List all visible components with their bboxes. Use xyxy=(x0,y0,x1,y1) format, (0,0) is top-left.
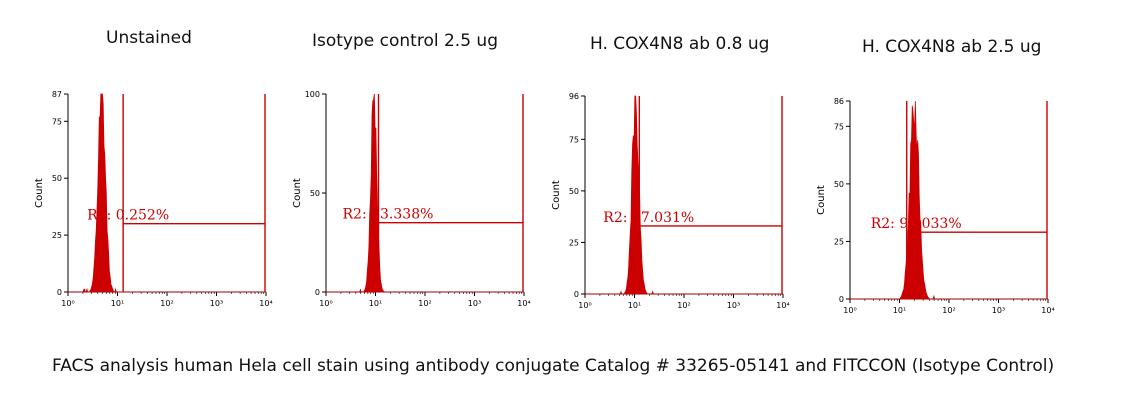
chart-title: H. COX4N8 ab 0.8 ug xyxy=(590,34,770,54)
y-tick-label: 50 xyxy=(834,180,844,189)
histogram-series xyxy=(68,93,266,293)
y-tick-label: 75 xyxy=(52,117,62,126)
x-tick-label: 10⁴ xyxy=(517,299,530,308)
x-tick-label: 10³ xyxy=(210,299,223,308)
y-tick-label: 25 xyxy=(834,237,844,246)
gate-label: R2: 0.252% xyxy=(87,208,169,224)
x-tick-label: 10³ xyxy=(727,301,740,310)
y-tick-label: 0 xyxy=(315,288,320,297)
y-tick-label: 50 xyxy=(52,174,62,183)
x-tick-label: 10² xyxy=(942,306,955,315)
y-tick-label: 50 xyxy=(569,187,579,196)
x-tick-label: 10⁴ xyxy=(776,301,789,310)
x-tick-label: 10⁴ xyxy=(1041,306,1054,315)
x-tick-label: 10³ xyxy=(468,299,481,308)
figure-caption: FACS analysis human Hela cell stain usin… xyxy=(52,356,1055,376)
histogram-chart-unstained: 0 25 50 75 87 Count 10⁰ 10¹ 10² 10³ 10⁴ R2: 0.252% xyxy=(34,90,273,308)
x-tick-label: 10⁴ xyxy=(259,299,272,308)
chart-title: Isotype control 2.5 ug xyxy=(312,31,498,51)
x-tick-label: 10⁰ xyxy=(319,299,332,308)
histogram-series xyxy=(585,95,783,295)
y-tick-label: 75 xyxy=(834,122,844,131)
x-tick-label: 10² xyxy=(418,299,431,308)
chart-title: Unstained xyxy=(106,28,192,48)
y-axis-label: Count xyxy=(34,178,45,208)
histogram-chart-cox4n8-0-8ug: 0 25 50 75 96 Count 10⁰ 10¹ 10² 10³ 10⁴ R2: 27.031% xyxy=(551,92,790,310)
y-tick-label: 0 xyxy=(574,290,579,299)
histogram-series xyxy=(850,100,1048,300)
histogram-chart-cox4n8-2-5ug: 0 25 50 75 86 Count 10⁰ 10¹ 10² 10³ 10⁴ R2: 92.033% xyxy=(816,97,1055,315)
y-axis-label: Count xyxy=(816,185,827,215)
x-tick-label: 10¹ xyxy=(628,301,641,310)
histogram-chart-isotype-control: 0 50 100 Count 10⁰ 10¹ 10² 10³ 10⁴ R2: 13.338% xyxy=(292,90,531,308)
x-tick-label: 10¹ xyxy=(369,299,382,308)
y-tick-label: 75 xyxy=(569,135,579,144)
y-tick-label: 50 xyxy=(310,189,320,198)
y-tick-label: 25 xyxy=(52,231,62,240)
x-tick-label: 10³ xyxy=(992,306,1005,315)
y-tick-label: 87 xyxy=(52,90,62,99)
y-tick-label: 0 xyxy=(839,295,844,304)
y-axis-label: Count xyxy=(292,178,303,208)
x-tick-label: 10² xyxy=(677,301,690,310)
gate-label: R2: 27.031% xyxy=(603,210,694,226)
x-tick-label: 10⁰ xyxy=(843,306,856,315)
chart-title: H. COX4N8 ab 2.5 ug xyxy=(862,37,1042,57)
x-tick-label: 10¹ xyxy=(893,306,906,315)
y-tick-label: 0 xyxy=(57,288,62,297)
gate-label: R2: 92.033% xyxy=(871,216,962,232)
y-tick-label: 100 xyxy=(305,90,320,99)
y-axis-label: Count xyxy=(551,180,562,210)
y-tick-label: 96 xyxy=(569,92,579,101)
x-tick-label: 10² xyxy=(160,299,173,308)
gate-label: R2: 13.338% xyxy=(343,207,434,223)
y-tick-label: 25 xyxy=(569,238,579,247)
x-tick-label: 10⁰ xyxy=(578,301,591,310)
x-tick-label: 10¹ xyxy=(111,299,124,308)
x-tick-label: 10⁰ xyxy=(61,299,74,308)
histogram-series xyxy=(326,93,524,293)
y-tick-label: 86 xyxy=(834,97,844,106)
